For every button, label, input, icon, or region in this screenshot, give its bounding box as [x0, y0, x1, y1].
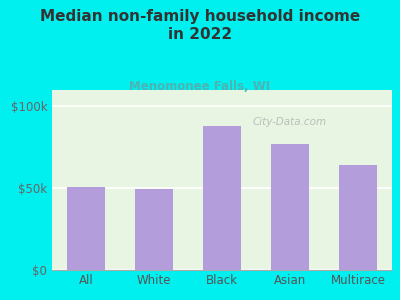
Text: Menomonee Falls, WI: Menomonee Falls, WI — [130, 80, 270, 92]
Bar — [67, 187, 105, 270]
Text: Median non-family household income
in 2022: Median non-family household income in 20… — [40, 9, 360, 42]
Bar — [135, 189, 173, 270]
Bar — [203, 126, 241, 270]
Text: City-Data.com: City-Data.com — [253, 117, 327, 128]
Bar — [271, 144, 309, 270]
Bar — [339, 165, 377, 270]
